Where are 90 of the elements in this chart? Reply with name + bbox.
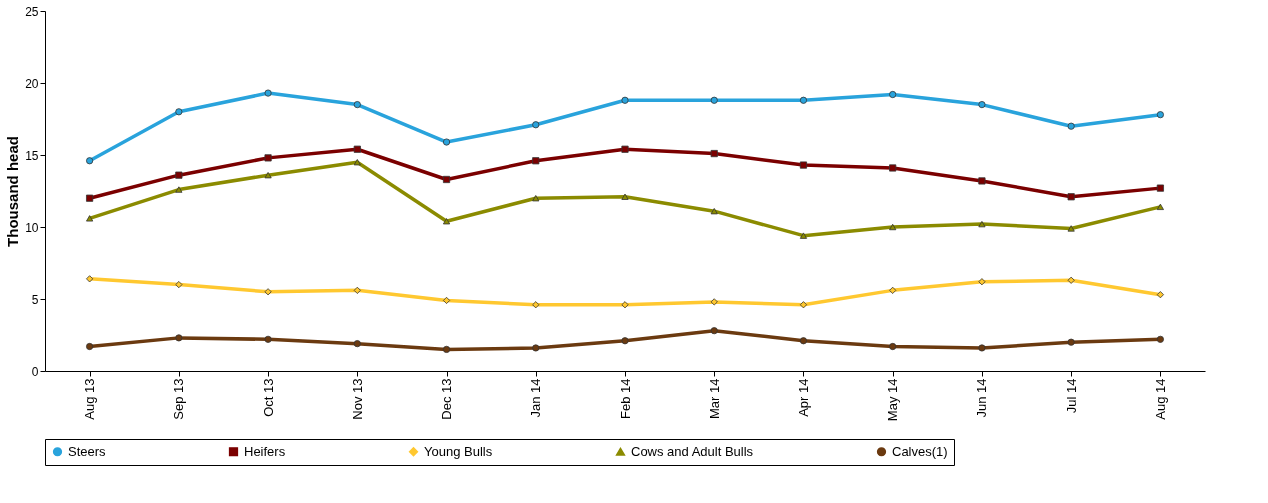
point	[710, 208, 718, 215]
point	[1156, 203, 1164, 210]
point	[978, 220, 986, 228]
point	[86, 275, 94, 283]
point	[532, 195, 540, 202]
point	[978, 344, 986, 352]
point	[621, 337, 629, 345]
legend-label: Steers	[68, 443, 107, 459]
point	[353, 159, 361, 166]
point	[175, 186, 183, 193]
point	[264, 89, 272, 97]
x-tick-label: May 14	[885, 378, 901, 422]
point	[1067, 276, 1075, 284]
legend-label: Young Bulls	[424, 443, 493, 459]
point	[621, 145, 629, 153]
point	[978, 177, 986, 185]
point	[710, 298, 718, 306]
x-tick-label: Oct 13	[260, 378, 276, 417]
point	[799, 232, 808, 239]
point	[442, 175, 451, 184]
point	[532, 301, 540, 309]
point	[978, 278, 986, 286]
point	[86, 215, 94, 222]
legend-label: Calves(1)	[892, 443, 948, 459]
point	[86, 157, 94, 165]
point	[532, 157, 540, 165]
point	[978, 101, 986, 109]
x-tick-label: Aug 13	[82, 378, 98, 420]
y-axis-title: Thousand head	[4, 136, 22, 247]
point	[799, 161, 808, 169]
y-tick-label: 5	[31, 292, 39, 307]
point	[1156, 291, 1164, 299]
legend-label: Heifers	[244, 443, 286, 459]
point	[621, 96, 629, 104]
point	[889, 286, 897, 294]
point	[799, 96, 808, 104]
y-tick-label: 15	[25, 148, 39, 163]
point	[86, 194, 94, 202]
point	[86, 342, 94, 351]
point	[353, 101, 361, 109]
point	[889, 90, 897, 99]
point	[175, 108, 183, 116]
point	[442, 296, 451, 304]
point	[175, 171, 183, 179]
point	[1156, 184, 1164, 192]
x-tick-label: Feb 14	[617, 378, 633, 419]
x-tick-label: Dec 13	[439, 378, 455, 420]
point	[175, 334, 183, 342]
point	[442, 138, 451, 146]
point	[710, 150, 718, 158]
point	[1067, 225, 1075, 232]
point	[264, 335, 272, 343]
point	[1067, 122, 1075, 130]
y-tick-label: 25	[25, 4, 39, 19]
point	[353, 286, 361, 294]
point	[710, 96, 718, 104]
x-tick-label: Mar 14	[706, 378, 722, 419]
y-tick-label: 0	[31, 364, 39, 379]
point	[889, 342, 897, 351]
point	[799, 337, 808, 345]
point	[889, 223, 897, 231]
point	[710, 327, 718, 335]
x-tick-label: Apr 14	[795, 378, 811, 417]
point	[264, 288, 272, 296]
point	[442, 345, 451, 353]
point	[621, 301, 629, 309]
point	[264, 154, 272, 162]
x-tick-label: Jun 14	[974, 378, 990, 418]
y-tick-label: 10	[25, 220, 39, 235]
point	[621, 193, 629, 200]
point	[532, 344, 540, 352]
x-tick-label: Sep 13	[171, 378, 187, 420]
x-tick-label: Nov 13	[349, 378, 365, 420]
point	[799, 301, 808, 309]
point	[175, 281, 183, 289]
x-tick-label: Jul 14	[1063, 378, 1079, 414]
point	[442, 218, 451, 225]
point	[889, 164, 897, 172]
point	[1156, 111, 1164, 119]
x-tick-label: Jan 14	[528, 378, 544, 418]
point	[353, 145, 361, 153]
point	[532, 121, 540, 129]
point	[1067, 338, 1075, 346]
point	[1156, 335, 1164, 343]
point	[264, 172, 272, 179]
legend-label: Cows and Adult Bulls	[631, 443, 754, 459]
y-tick-label: 20	[25, 76, 39, 91]
x-tick-label: Aug 14	[1152, 378, 1168, 420]
point	[1067, 193, 1075, 201]
point	[353, 340, 361, 348]
